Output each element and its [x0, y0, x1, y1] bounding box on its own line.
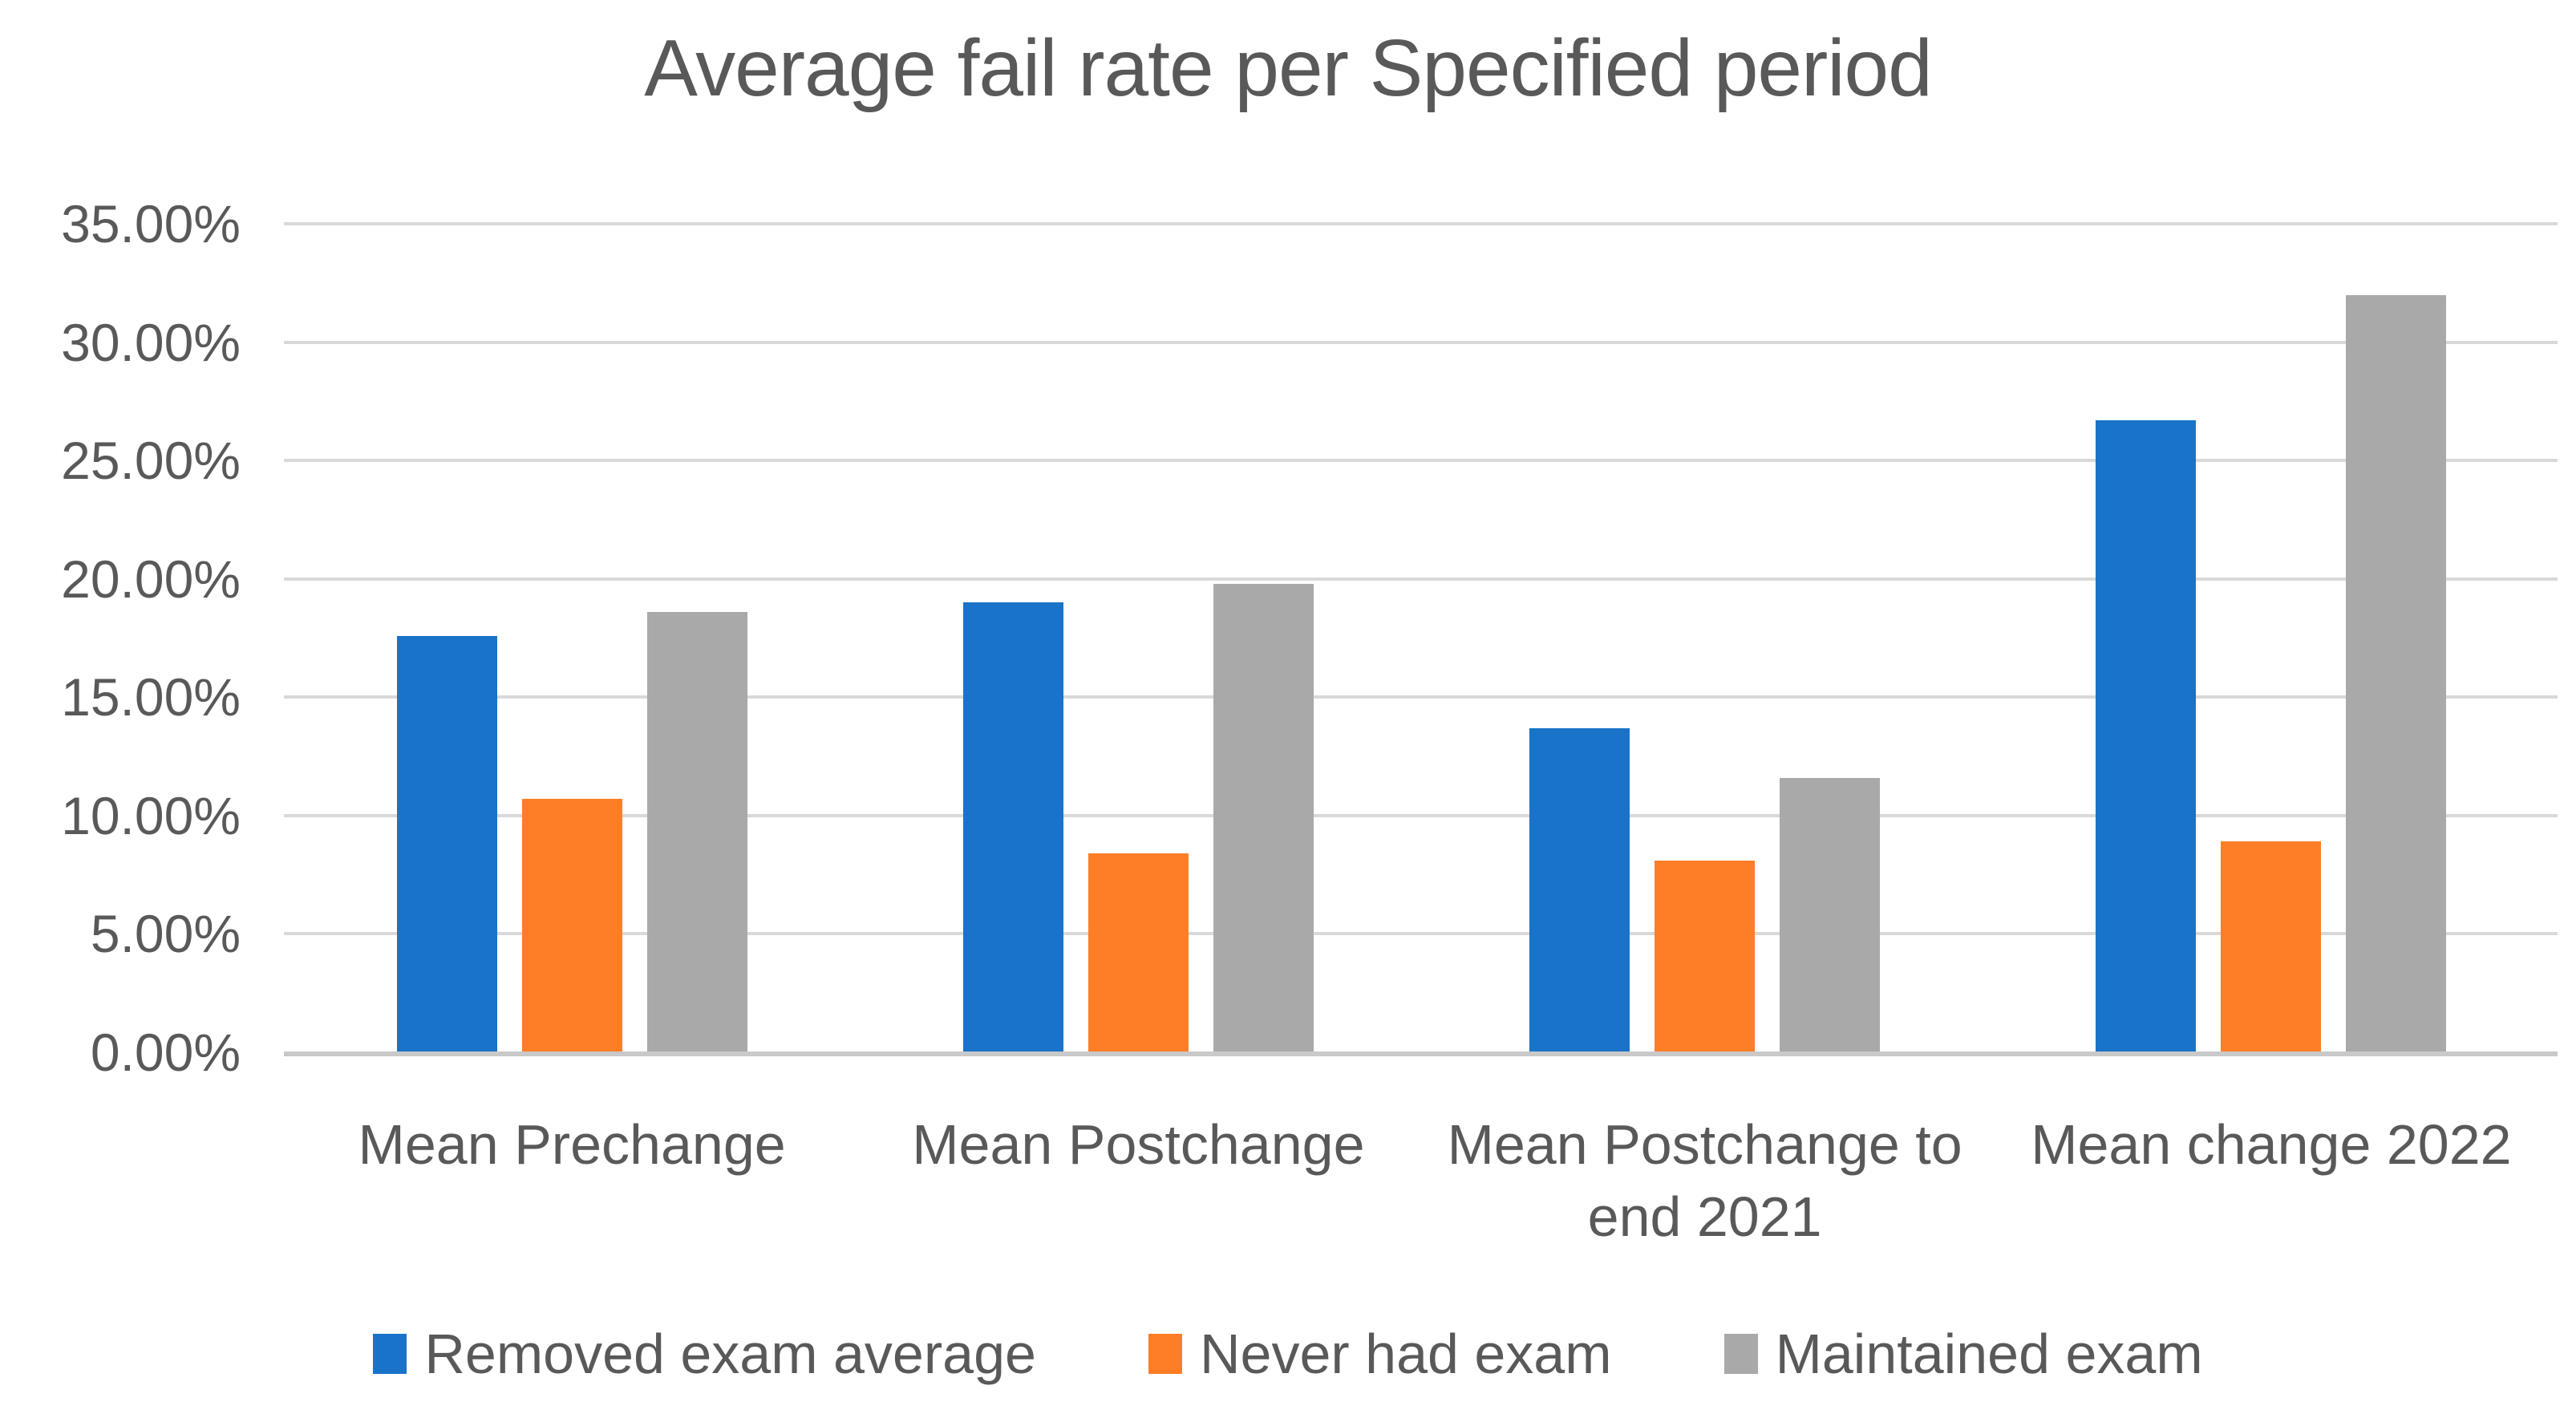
bar — [1088, 853, 1189, 1052]
bar — [2096, 419, 2197, 1052]
legend-item: Never had exam — [1148, 1322, 1612, 1386]
legend-label: Never had exam — [1199, 1323, 1612, 1385]
bar — [1529, 727, 1630, 1052]
bar — [646, 612, 747, 1052]
bar — [1213, 583, 1314, 1052]
x-axis-labels: Mean Prechange Mean Postchange Mean Postch… — [289, 1109, 2554, 1253]
x-axis-line — [284, 1051, 2558, 1056]
plot-area — [284, 222, 2558, 1056]
legend-item: Maintained exam — [1723, 1322, 2203, 1386]
y-axis-tick-label: 15.00% — [61, 667, 241, 727]
bar-group — [855, 224, 1421, 1052]
legend: Removed exam average Never had exam Mainta… — [0, 1322, 2576, 1386]
y-axis-tick-label: 35.00% — [61, 194, 241, 253]
bar-group — [1422, 224, 1988, 1052]
bar — [2346, 294, 2447, 1052]
bar-groups — [289, 224, 2554, 1052]
y-axis: 35.00% 30.00% 25.00% 20.00% 15.00% 10.00% 5.00… — [0, 194, 241, 1082]
bar — [962, 602, 1063, 1052]
legend-label: Maintained exam — [1775, 1323, 2203, 1385]
bar — [1780, 777, 1881, 1052]
legend-swatch-icon — [1723, 1334, 1758, 1374]
gridline — [284, 932, 2558, 936]
y-axis-tick-label: 5.00% — [90, 904, 241, 964]
bar — [521, 799, 622, 1052]
gridline — [284, 222, 2558, 225]
legend-label: Removed exam average — [424, 1323, 1036, 1385]
legend-item: Removed exam average — [373, 1322, 1036, 1386]
bar — [2221, 841, 2322, 1052]
x-axis-category-label: Mean Postchange — [912, 1113, 1365, 1176]
legend-swatch-icon — [373, 1334, 407, 1374]
y-axis-tick-label: 20.00% — [61, 549, 241, 609]
x-axis-category-label: Mean Prechange — [358, 1113, 786, 1176]
gridline — [284, 577, 2558, 581]
chart-title: Average fail rate per Specified period — [644, 23, 1933, 113]
gridline — [284, 695, 2558, 699]
bar — [1655, 860, 1756, 1052]
gridline — [284, 340, 2558, 344]
y-axis-tick-label: 10.00% — [61, 785, 241, 845]
y-axis-tick-label: 30.00% — [61, 312, 241, 372]
bar-group — [289, 224, 855, 1052]
x-axis-category-label: Mean Postchange to end 2021 — [1447, 1113, 1962, 1248]
bar — [396, 635, 497, 1052]
legend-swatch-icon — [1148, 1334, 1182, 1374]
y-axis-tick-label: 0.00% — [90, 1023, 241, 1082]
x-axis-category-label: Mean change 2022 — [2031, 1113, 2512, 1176]
gridline — [284, 813, 2558, 817]
gridline — [284, 459, 2558, 463]
y-axis-tick-label: 25.00% — [61, 431, 241, 491]
bar-group — [1988, 224, 2554, 1052]
